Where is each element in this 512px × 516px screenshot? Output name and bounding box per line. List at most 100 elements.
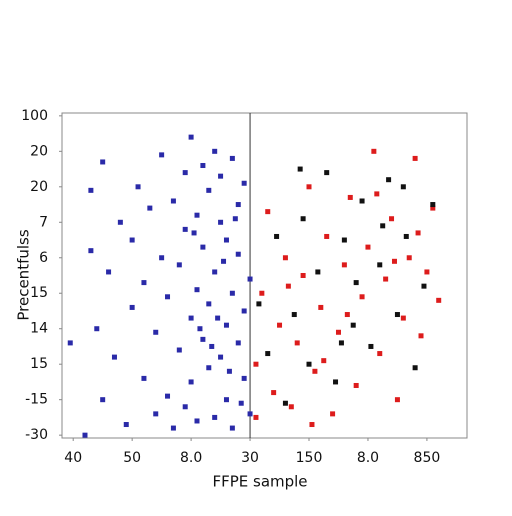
scatter-point <box>436 297 442 303</box>
scatter-point <box>359 198 365 204</box>
scatter-point <box>235 340 241 346</box>
scatter-point <box>259 290 265 296</box>
scatter-point <box>170 198 176 204</box>
scatter-point <box>123 422 129 428</box>
scatter-point <box>82 432 88 438</box>
y-tick-label: -30 <box>25 427 48 443</box>
scatter-point <box>324 170 330 176</box>
scatter-point <box>300 216 306 222</box>
scatter-point <box>341 237 347 243</box>
scatter-point <box>106 269 112 275</box>
scatter-point <box>338 340 344 346</box>
scatter-point <box>306 361 312 367</box>
y-tick-label: 20 <box>30 179 48 195</box>
y-tick-label: 6 <box>39 250 48 266</box>
scatter-point <box>212 148 218 154</box>
scatter-point <box>194 212 200 218</box>
scatter-point <box>300 273 306 278</box>
scatter-point <box>271 390 277 396</box>
scatter-point <box>176 347 182 353</box>
scatter-point <box>430 202 436 208</box>
scatter-point <box>321 358 327 364</box>
scatter-point <box>418 333 424 339</box>
scatter-point <box>223 322 229 328</box>
scatter-point <box>117 219 123 225</box>
scatter-point <box>359 294 365 300</box>
scatter-point <box>241 375 247 381</box>
x-tick-label: 150 <box>296 450 323 466</box>
scatter-point <box>229 155 235 161</box>
scatter-point <box>256 301 262 307</box>
scatter-point <box>265 209 271 215</box>
scatter-point <box>253 414 259 420</box>
scatter-point <box>315 269 321 275</box>
y-axis-label: Precentfulss <box>15 229 33 320</box>
scatter-point <box>380 223 386 229</box>
scatter-point <box>147 205 153 211</box>
scatter-point <box>415 230 421 236</box>
scatter-point <box>223 397 229 403</box>
scatter-point <box>403 233 409 239</box>
scatter-point <box>100 159 106 165</box>
scatter-point <box>238 400 244 406</box>
scatter-point <box>212 414 218 420</box>
scatter-point <box>365 244 371 250</box>
scatter-point <box>182 226 188 232</box>
scatter-point <box>297 166 303 172</box>
scatter-point <box>400 184 406 190</box>
scatter-point <box>394 312 400 318</box>
scatter-point <box>371 148 377 154</box>
scatter-point <box>221 258 227 264</box>
scatter-point <box>188 134 194 140</box>
scatter-point <box>88 248 94 254</box>
scatter-point <box>247 276 253 282</box>
scatter-point <box>406 255 412 261</box>
x-tick-label: 850 <box>414 450 441 466</box>
y-tick-label: -15 <box>25 392 48 408</box>
y-tick-label: 14 <box>30 321 48 337</box>
scatter-point <box>341 262 347 268</box>
scatter-point <box>353 280 359 286</box>
scatter-point <box>218 173 224 179</box>
scatter-point <box>282 255 288 261</box>
scatter-point <box>100 397 106 403</box>
scatter-point <box>374 191 380 197</box>
scatter-point <box>421 283 427 289</box>
x-tick-label: 8.0 <box>180 450 202 466</box>
scatter-point <box>94 326 100 332</box>
scatter-point <box>223 237 229 243</box>
scatter-point <box>206 301 212 307</box>
scatter-point <box>347 194 353 200</box>
scatter-point <box>377 351 383 357</box>
scatter-point <box>129 237 135 243</box>
scatter-point <box>335 329 341 335</box>
x-tick-label: 50 <box>123 450 141 466</box>
scatter-point <box>229 425 235 431</box>
scatter-point <box>215 315 221 321</box>
scatter-point <box>309 422 315 428</box>
scatter-point <box>312 368 318 374</box>
scatter-point <box>333 379 339 385</box>
plot-frame <box>61 112 468 439</box>
scatter-point <box>424 269 430 275</box>
scatter-point <box>353 382 359 388</box>
scatter-point <box>241 180 247 186</box>
scatter-point <box>182 404 188 410</box>
scatter-point <box>241 308 247 314</box>
y-tick-label: 100 <box>21 108 48 124</box>
x-tick-label: 8.0 <box>357 450 379 466</box>
scatter-point <box>383 276 389 282</box>
scatter-point <box>350 322 356 328</box>
scatter-point <box>200 336 206 342</box>
scatter-point <box>67 340 73 346</box>
scatter-point <box>253 361 259 367</box>
scatter-point <box>235 202 241 208</box>
scatter-point <box>306 184 312 190</box>
scatter-point <box>232 216 238 222</box>
scatter-point <box>212 269 218 275</box>
scatter-point <box>412 365 418 371</box>
scatter-point <box>285 283 291 289</box>
scatter-point <box>265 351 271 357</box>
y-tick-label: 15 <box>30 356 48 372</box>
